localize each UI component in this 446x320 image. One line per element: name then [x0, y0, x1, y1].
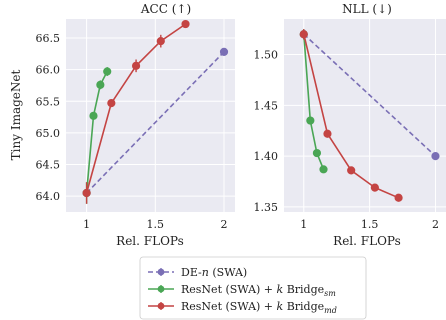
acc-y-tick-labels: 64.0 64.5 65.0 65.5 66.0 66.5	[36, 32, 61, 203]
data-point-md	[347, 166, 356, 175]
x-tick-label: 1.5	[147, 218, 165, 231]
series-line-de	[86, 51, 225, 194]
series-line-sm	[85, 71, 108, 194]
acc-xlabel: Rel. FLOPs	[116, 234, 184, 248]
data-point-md	[299, 30, 308, 39]
legend-label-rest: Bridge	[283, 283, 324, 296]
data-point-md	[394, 193, 403, 202]
legend-marker-md	[157, 302, 165, 310]
panel-nll: NLL (↓) 1.351.401.451.50 1 1.5 2 Rel. FLOP…	[254, 2, 446, 248]
y-axis-title: Tiny ImageNet	[9, 70, 23, 161]
legend-label-sm: ResNet (SWA) + k Bridgesm	[181, 283, 336, 298]
x-tick-label: 1	[83, 218, 90, 231]
series-line-sm	[303, 34, 325, 170]
acc-series	[82, 19, 229, 204]
x-tick-label: 1.5	[361, 218, 379, 231]
series-line-de	[303, 33, 437, 157]
data-point-sm	[312, 148, 322, 158]
y-tick-label: 66.5	[36, 32, 61, 45]
data-point-sm	[306, 116, 315, 125]
data-point-md	[82, 188, 91, 198]
acc-x-tick-labels: 1 1.5 2	[83, 218, 227, 231]
data-point-md	[370, 183, 379, 192]
legend-items: DE-n (SWA)ResNet (SWA) + k BridgesmResNe…	[148, 266, 337, 315]
data-point-sm	[89, 111, 98, 120]
y-tick-label: 1.45	[254, 99, 279, 112]
acc-title: ACC (↑)	[140, 2, 191, 16]
data-point-md	[323, 129, 332, 138]
data-point-md	[156, 37, 165, 46]
y-tick-label: 1.50	[254, 49, 279, 62]
legend-label-main: ResNet (SWA) +	[181, 300, 277, 313]
legend-label-sub: md	[324, 306, 337, 315]
data-point-md	[181, 19, 190, 29]
nll-y-tick-labels: 1.35 1.40 1.45 1.50	[254, 49, 279, 214]
data-point-sm	[319, 165, 328, 174]
data-point-sm	[96, 80, 105, 89]
y-tick-label: 65.5	[36, 95, 61, 108]
x-tick-label: 2	[221, 218, 228, 231]
legend-label-sub: sm	[324, 289, 336, 298]
legend-label-rest: (SWA)	[209, 266, 247, 279]
nll-plot-area	[284, 19, 446, 212]
legend-box	[139, 256, 367, 320]
data-point-md	[131, 61, 141, 70]
nll-series	[299, 29, 440, 202]
x-tick-label: 1	[300, 218, 307, 231]
legend-label-rest: Bridge	[283, 300, 324, 313]
y-tick-label: 1.40	[254, 150, 279, 163]
legend-label-de: DE-n (SWA)	[181, 266, 247, 279]
y-tick-label: 1.35	[254, 201, 279, 214]
nll-gridlines	[284, 19, 446, 212]
data-point-sm	[103, 67, 112, 76]
data-point-de	[219, 47, 229, 57]
legend-label-main: ResNet (SWA) +	[181, 283, 277, 296]
legend-label-main: DE-	[181, 266, 202, 279]
legend-marker-sm	[157, 285, 165, 293]
data-point-md	[107, 99, 116, 108]
legend-label-italic: k	[277, 300, 284, 313]
panel-acc: ACC (↑) 64.064.565.065.566.066.5 1 1.5 2 R…	[9, 2, 235, 248]
data-point-de	[431, 152, 440, 161]
nll-xlabel: Rel. FLOPs	[333, 234, 401, 248]
x-tick-label: 2	[432, 218, 439, 231]
y-tick-label: 65.0	[36, 127, 61, 140]
legend: DE-n (SWA)ResNet (SWA) + k BridgesmResNe…	[139, 256, 367, 320]
y-tick-label: 66.0	[36, 64, 61, 77]
legend-label-md: ResNet (SWA) + k Bridgemd	[181, 300, 337, 315]
nll-title: NLL (↓)	[342, 2, 392, 16]
y-tick-label: 64.5	[36, 159, 61, 172]
legend-label-italic: n	[202, 266, 209, 279]
y-tick-label: 64.0	[36, 190, 61, 203]
nll-x-tick-labels: 1 1.5 2	[300, 218, 439, 231]
legend-marker-de	[157, 268, 165, 276]
legend-label-italic: k	[277, 283, 284, 296]
